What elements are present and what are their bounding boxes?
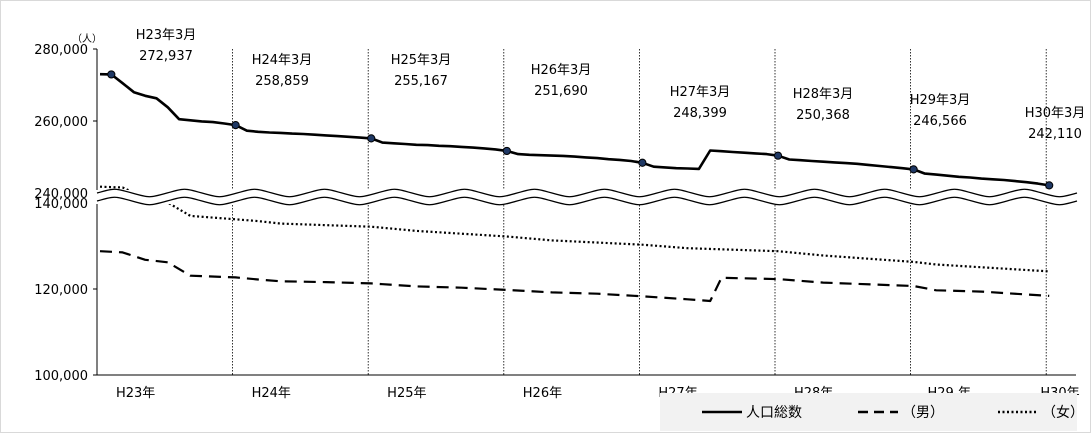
y-tick-label: 280,000 <box>34 43 88 58</box>
data-point-marker <box>909 165 918 174</box>
data-point-marker <box>773 151 783 160</box>
annotations: H23年3月 272,937 H24年3月 258,859 H25年3月 255,167 H… <box>136 28 1086 142</box>
x-tick-label: H26年 <box>523 386 562 401</box>
x-tick-label: H23年 <box>116 386 155 401</box>
y-tick-label: 140,000 <box>34 197 88 212</box>
break-wave-bottom <box>96 196 1078 206</box>
annotation-value: 255,167 <box>394 74 448 89</box>
y-tick-label: 120,000 <box>34 283 88 298</box>
legend-label: 人口総数 <box>746 405 802 421</box>
legend: 人口総数 （男） （女） <box>660 393 1084 431</box>
annotation-date: H24年3月 <box>252 53 313 68</box>
x-tick-label: H24年 <box>252 386 291 401</box>
y-tick-label: 100,000 <box>34 369 88 384</box>
annotation-date: H30年3月 <box>1025 106 1086 121</box>
annotation-value: 251,690 <box>534 84 588 99</box>
x-tick-label: H25年 <box>387 386 426 401</box>
series-line-dotted: （女） <box>99 185 1050 273</box>
annotation-value: 248,399 <box>673 106 727 121</box>
y-tick-label: 240,000 <box>34 187 88 202</box>
series-line-dashed: （男） <box>99 250 1050 303</box>
annotation-value: 272,937 <box>139 49 193 64</box>
legend-label: （女） <box>1042 404 1084 421</box>
annotation-value: 242,110 <box>1028 127 1082 142</box>
y-tick-label: 260,000 <box>34 115 88 130</box>
data-point-marker <box>367 134 376 143</box>
legend-label: （男） <box>902 405 944 421</box>
year-dividers <box>232 49 1047 375</box>
annotation-value: 258,859 <box>255 74 309 89</box>
data-point-marker <box>502 146 511 156</box>
annotation-value: 246,566 <box>913 114 967 129</box>
data-point-marker <box>1045 181 1054 190</box>
annotation-date: H27年3月 <box>670 85 731 100</box>
annotation-date: H28年3月 <box>793 87 854 102</box>
y-unit-label: （人） <box>72 33 102 45</box>
markers <box>107 70 1054 190</box>
data-point-marker <box>107 70 116 79</box>
annotation-value: 250,368 <box>796 108 850 123</box>
annotation-date: H25年3月 <box>391 53 452 68</box>
axes <box>96 49 1076 376</box>
series-lines: 人口総数 （男）（女） <box>99 72 1050 303</box>
annotation-date: H29年3月 <box>910 93 971 108</box>
data-point-marker <box>638 158 647 167</box>
axis-break <box>92 188 1082 206</box>
break-wave-top <box>96 188 1078 198</box>
annotation-date: H26年3月 <box>531 63 592 78</box>
annotation-date: H23年3月 <box>136 28 197 43</box>
data-point-marker <box>231 121 240 130</box>
series-line-solid: 人口総数 <box>99 72 1050 187</box>
